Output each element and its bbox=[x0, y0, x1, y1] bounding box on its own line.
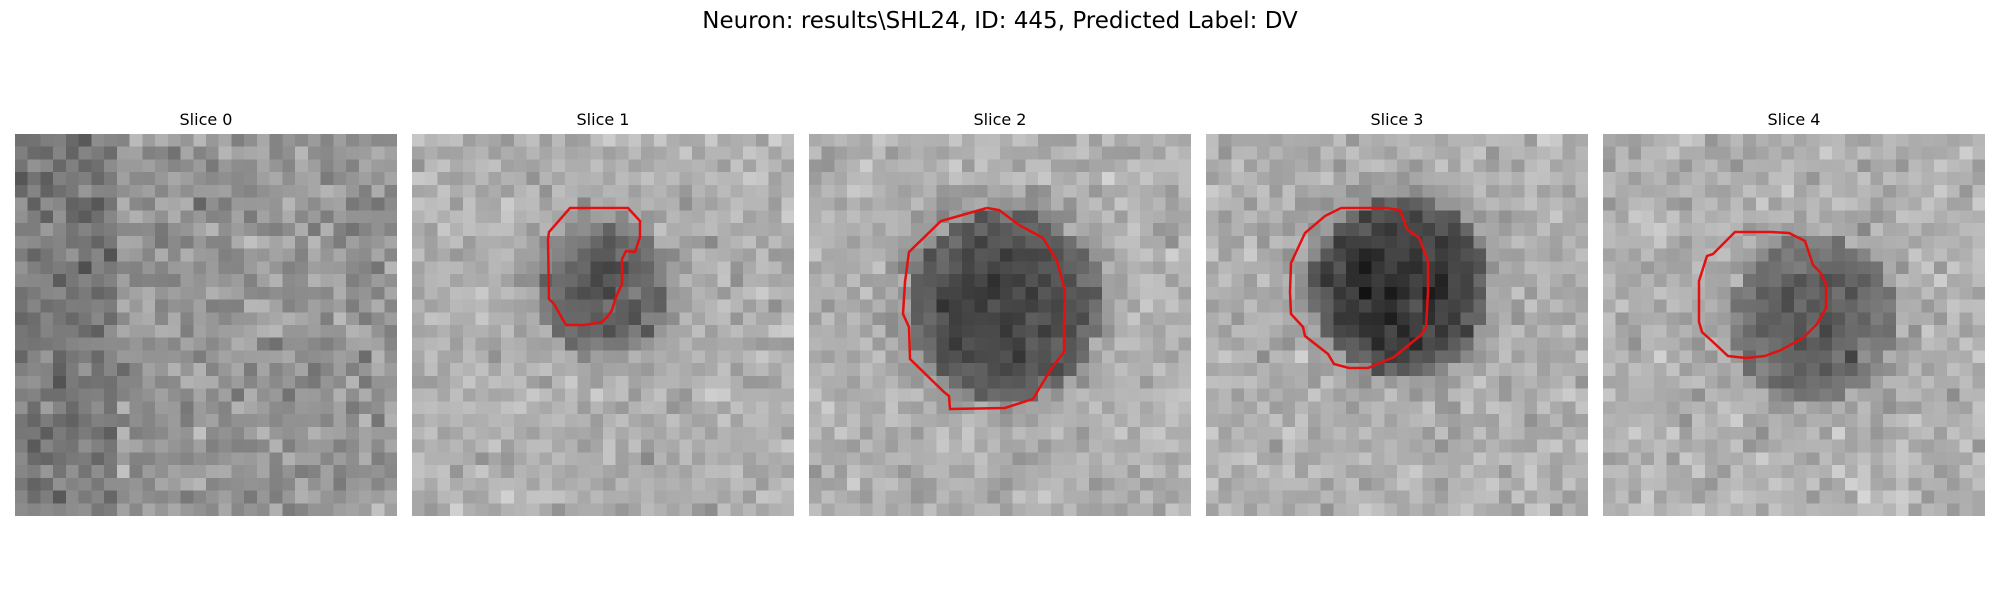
slice-title-3: Slice 3 bbox=[1370, 110, 1424, 129]
slice-heatmap-0 bbox=[15, 134, 397, 516]
roi-contour-2 bbox=[901, 206, 1067, 411]
slice-image-1 bbox=[412, 134, 794, 516]
figure-title: Neuron: results\SHL24, ID: 445, Predicte… bbox=[702, 8, 1298, 34]
slice-image-4 bbox=[1603, 134, 1985, 516]
roi-contour-1 bbox=[546, 206, 642, 327]
slice-image-3 bbox=[1206, 134, 1588, 516]
slice-heatmap-1 bbox=[412, 134, 794, 516]
roi-contour-3 bbox=[1288, 206, 1430, 370]
roi-contour-4 bbox=[1697, 230, 1828, 360]
slice-title-1: Slice 1 bbox=[576, 110, 630, 129]
slice-heatmap-2 bbox=[809, 134, 1191, 516]
slice-image-2 bbox=[809, 134, 1191, 516]
slice-heatmap-4 bbox=[1603, 134, 1985, 516]
slice-image-0 bbox=[15, 134, 397, 516]
slice-title-0: Slice 0 bbox=[179, 110, 233, 129]
slice-heatmap-3 bbox=[1206, 134, 1588, 516]
slice-title-4: Slice 4 bbox=[1767, 110, 1821, 129]
slice-title-2: Slice 2 bbox=[973, 110, 1027, 129]
